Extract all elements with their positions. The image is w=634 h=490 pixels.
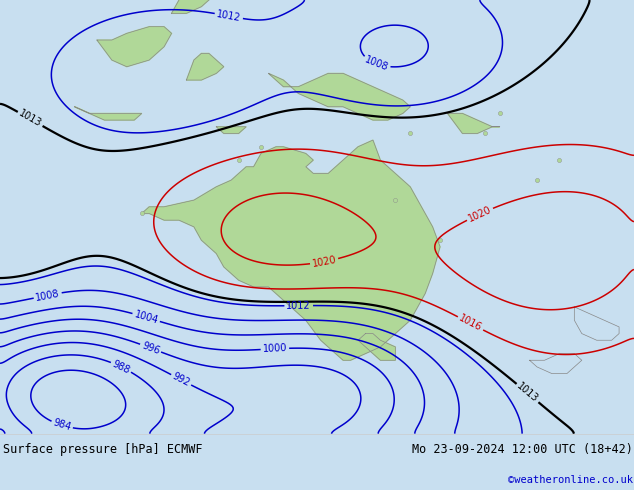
Text: 1012: 1012 bbox=[287, 300, 311, 311]
Polygon shape bbox=[529, 354, 582, 373]
Polygon shape bbox=[186, 53, 224, 80]
Text: Mo 23-09-2024 12:00 UTC (18+42): Mo 23-09-2024 12:00 UTC (18+42) bbox=[412, 443, 633, 456]
Text: 1013: 1013 bbox=[17, 108, 43, 129]
Text: 984: 984 bbox=[52, 418, 72, 433]
Polygon shape bbox=[269, 74, 410, 120]
Text: 988: 988 bbox=[111, 359, 132, 375]
Text: ©weatheronline.co.uk: ©weatheronline.co.uk bbox=[508, 475, 633, 485]
Polygon shape bbox=[97, 26, 172, 67]
Polygon shape bbox=[142, 140, 440, 360]
Text: 1008: 1008 bbox=[35, 288, 61, 302]
Text: 1012: 1012 bbox=[216, 9, 242, 23]
Polygon shape bbox=[216, 127, 246, 133]
Text: Surface pressure [hPa] ECMWF: Surface pressure [hPa] ECMWF bbox=[3, 443, 203, 456]
Polygon shape bbox=[172, 0, 224, 13]
Text: 1016: 1016 bbox=[457, 313, 484, 334]
Text: 1020: 1020 bbox=[311, 254, 337, 269]
Text: 1013: 1013 bbox=[515, 381, 540, 405]
Polygon shape bbox=[448, 113, 500, 133]
Polygon shape bbox=[358, 334, 396, 360]
Polygon shape bbox=[75, 107, 142, 120]
Text: 1020: 1020 bbox=[467, 204, 493, 224]
Text: 996: 996 bbox=[140, 340, 161, 356]
Text: 1004: 1004 bbox=[133, 309, 159, 326]
Text: 1008: 1008 bbox=[363, 55, 390, 73]
Text: 992: 992 bbox=[171, 371, 191, 389]
Text: 1000: 1000 bbox=[262, 343, 287, 354]
Polygon shape bbox=[574, 307, 619, 340]
